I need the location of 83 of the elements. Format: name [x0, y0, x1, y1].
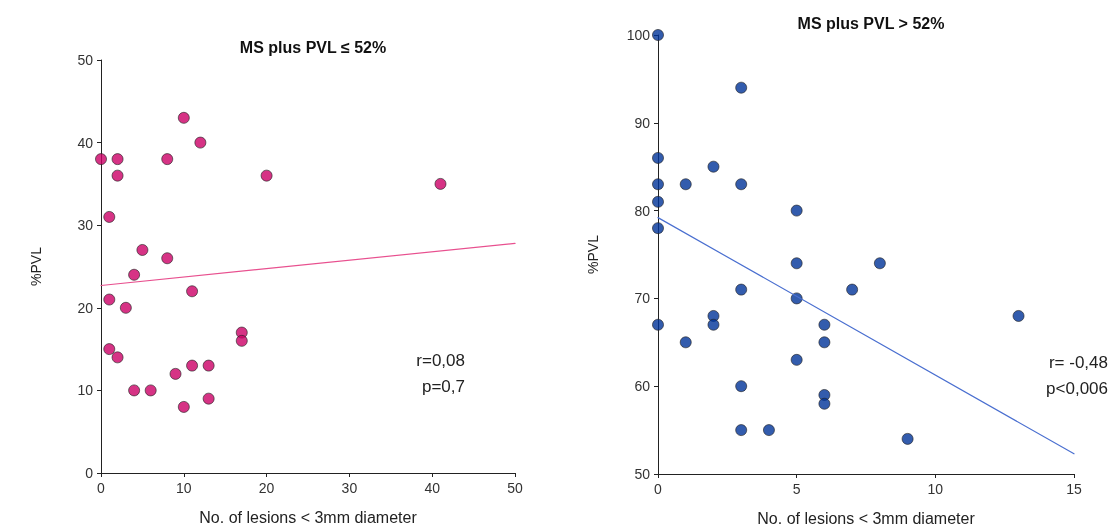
annotation: p=0,7: [421, 377, 465, 396]
point: [202, 392, 215, 405]
point: [790, 257, 803, 270]
point: [652, 178, 664, 191]
point: [95, 153, 107, 166]
point: [707, 160, 720, 173]
point: [103, 211, 116, 223]
point: [103, 293, 116, 306]
point: [434, 178, 447, 190]
y-tick-label: 70: [634, 290, 651, 307]
point: [846, 283, 859, 296]
x-tick-label: 30: [341, 480, 358, 496]
y-axis-title: %PVL: [585, 234, 601, 274]
y-tick-label: 50: [634, 466, 651, 482]
y-tick-label: 100: [626, 27, 651, 43]
y-axis-title: %PVL: [28, 246, 44, 286]
x-tick-label: 10: [927, 481, 944, 497]
point: [735, 380, 748, 393]
point: [652, 152, 664, 164]
point: [169, 367, 182, 380]
point: [202, 359, 215, 372]
annotation: r= -0,48: [1048, 353, 1108, 372]
point: [111, 169, 124, 182]
point: [186, 359, 198, 372]
point: [136, 244, 149, 256]
point: [161, 252, 174, 265]
point: [194, 136, 207, 149]
x-tick-label: 40: [424, 480, 441, 496]
point: [161, 153, 174, 166]
x-tick-label: 50: [507, 480, 523, 496]
x-tick-label: 20: [258, 480, 275, 496]
point: [235, 334, 248, 347]
y-tick-label: 90: [634, 114, 651, 131]
x-tick-label: 15: [1066, 481, 1082, 497]
point: [790, 204, 803, 217]
point: [735, 424, 748, 436]
y-tick-label: 20: [77, 299, 94, 316]
point: [119, 301, 132, 314]
point: [707, 318, 720, 331]
point: [186, 285, 198, 298]
y-tick-label: 50: [77, 52, 94, 68]
point: [818, 336, 831, 349]
x-tick-label: 0: [97, 480, 106, 496]
x-tick-label: 5: [792, 481, 801, 497]
point: [818, 397, 831, 410]
point: [735, 283, 748, 296]
point: [735, 178, 748, 191]
point: [260, 169, 273, 182]
point: [679, 178, 692, 191]
x-tick-label: 10: [176, 480, 192, 496]
point: [652, 195, 664, 208]
point: [790, 353, 803, 366]
point: [103, 343, 116, 355]
y-tick-label: 60: [634, 378, 651, 395]
point: [111, 351, 124, 364]
x-axis-title: No. of lesions < 3mm diameter: [199, 508, 418, 526]
point: [144, 384, 157, 397]
point: [177, 111, 190, 124]
point: [652, 318, 664, 331]
point: [1012, 310, 1025, 322]
y-tick-label: 80: [634, 202, 651, 219]
point: [128, 384, 141, 397]
point: [111, 153, 124, 166]
annotation: r=0,08: [416, 351, 466, 370]
annotation: p<0,006: [1046, 379, 1109, 398]
point: [128, 268, 141, 281]
point: [901, 432, 914, 445]
point: [873, 257, 886, 270]
y-tick-label: 10: [77, 382, 94, 399]
chart-title: MS plus PVL > 52%: [797, 14, 945, 32]
y-tick-label: 0: [85, 465, 94, 481]
point: [652, 222, 664, 235]
y-tick-label: 30: [77, 217, 94, 234]
y-tick-label: 40: [77, 134, 94, 151]
chart-title: MS plus PVL ≤ 52%: [239, 38, 387, 56]
x-tick-label: 0: [654, 481, 663, 497]
point: [735, 81, 748, 94]
x-axis-title: No. of lesions < 3mm diameter: [757, 509, 976, 527]
point: [177, 401, 190, 413]
point: [818, 318, 831, 331]
point: [679, 336, 692, 349]
point: [763, 424, 775, 436]
point: [652, 29, 664, 41]
